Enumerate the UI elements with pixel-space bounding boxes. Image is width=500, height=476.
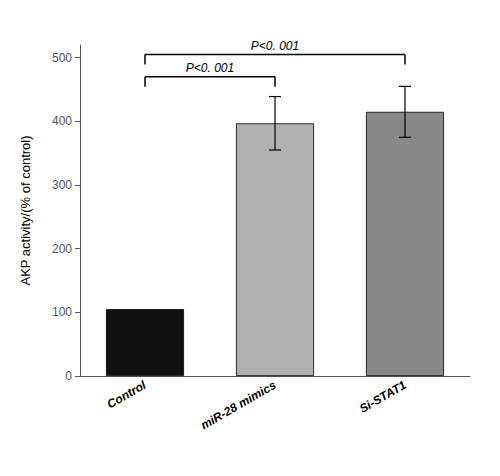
svg-text:400: 400	[52, 114, 72, 128]
svg-text:P<0. 001: P<0. 001	[186, 61, 234, 75]
svg-text:300: 300	[52, 178, 72, 192]
svg-text:0: 0	[65, 369, 72, 383]
svg-text:Control: Control	[105, 378, 149, 412]
svg-text:500: 500	[52, 51, 72, 65]
svg-text:AKP activity/(% of control): AKP activity/(% of control)	[18, 135, 33, 285]
svg-text:Si-STAT1: Si-STAT1	[357, 378, 409, 416]
svg-text:miR-28 mimics: miR-28 mimics	[198, 378, 279, 433]
svg-text:200: 200	[52, 242, 72, 256]
svg-text:100: 100	[52, 305, 72, 319]
svg-text:P<0. 001: P<0. 001	[251, 39, 299, 53]
